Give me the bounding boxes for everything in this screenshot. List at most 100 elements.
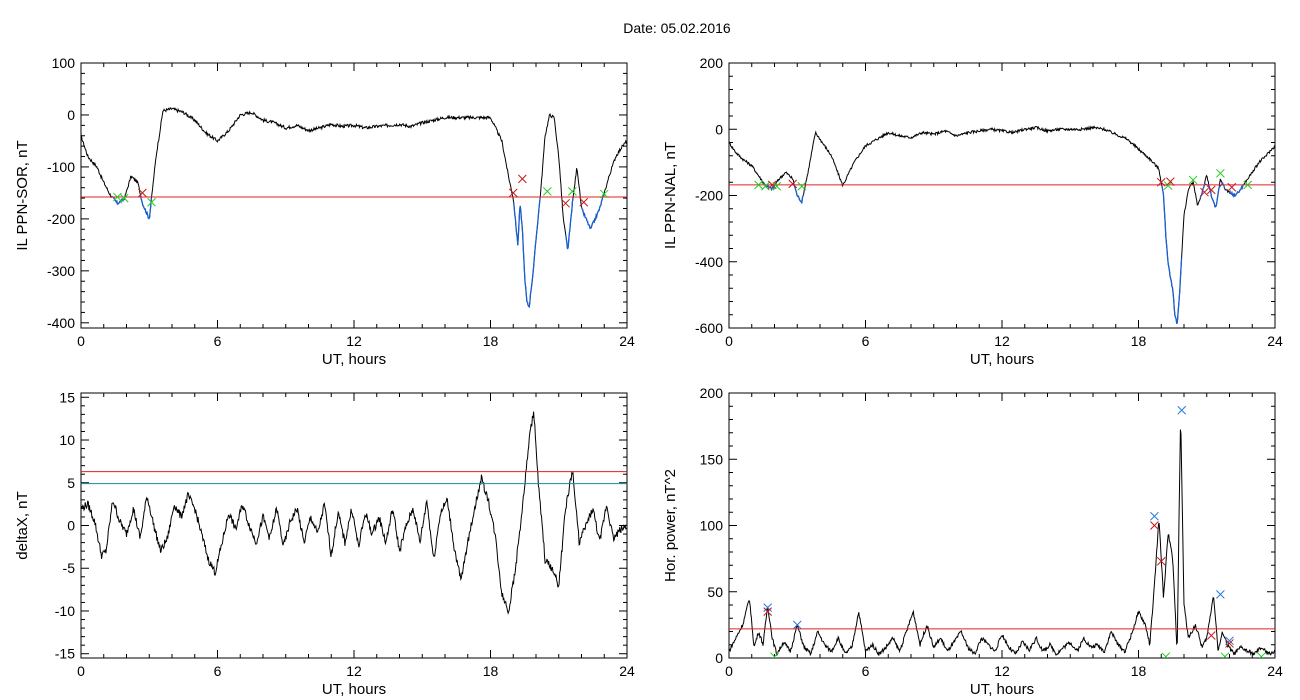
x-marker — [599, 189, 609, 199]
figure-title: Date: 05.02.2016 — [623, 20, 731, 36]
x-marker-stroke — [517, 174, 527, 184]
x-marker-stroke — [1216, 590, 1225, 599]
y-tick-label: -400 — [47, 315, 75, 331]
x-marker-stroke — [767, 180, 777, 190]
x-marker-stroke — [568, 186, 577, 196]
plot-frame — [80, 62, 628, 329]
x-tick-label: 12 — [346, 333, 362, 349]
y-tick-label: 10 — [59, 432, 75, 448]
y-axis-title: deltaX, nT — [14, 491, 31, 559]
y-tick-label: 0 — [715, 650, 723, 666]
x-tick-label: 0 — [725, 333, 733, 349]
y-tick-label: 0 — [67, 518, 75, 534]
y-tick-label: -600 — [695, 320, 723, 336]
y-tick-label: -10 — [55, 603, 75, 619]
highlight-segment — [1228, 183, 1245, 198]
x-marker — [1156, 177, 1166, 187]
x-marker-stroke — [1216, 168, 1225, 178]
x-marker — [1200, 187, 1209, 197]
x-marker — [517, 174, 527, 184]
x-marker — [138, 188, 147, 198]
x-tick-label: 6 — [862, 663, 870, 679]
plot-area — [729, 125, 1275, 325]
x-marker-stroke — [761, 181, 770, 191]
x-marker — [1163, 181, 1173, 190]
x-marker — [1206, 631, 1216, 640]
x-marker — [543, 186, 552, 196]
x-marker-stroke — [1200, 187, 1209, 197]
x-axis-title: UT, hours — [970, 681, 1034, 698]
y-tick-label: 150 — [700, 451, 724, 467]
x-marker-stroke — [772, 181, 782, 191]
x-tick-label: 12 — [994, 333, 1010, 349]
x-marker-stroke — [1227, 182, 1237, 192]
x-tick-label: 6 — [214, 333, 222, 349]
plot-frame — [728, 62, 1276, 329]
x-marker-stroke — [147, 197, 156, 207]
y-axis-title: IL PPN-SOR, nT — [14, 140, 31, 250]
y-tick-label: 15 — [59, 389, 75, 405]
y-tick-label: -300 — [47, 263, 75, 279]
y-tick-label: 0 — [715, 121, 723, 137]
x-axis-title: UT, hours — [322, 681, 386, 698]
x-marker — [788, 179, 798, 189]
y-tick-label: 100 — [52, 55, 76, 71]
x-marker — [770, 652, 779, 658]
x-marker — [1243, 180, 1253, 190]
x-marker — [1177, 405, 1187, 415]
x-marker — [1256, 652, 1266, 658]
highlight-segment — [1199, 182, 1226, 208]
plot-area — [81, 411, 627, 615]
y-tick-label: -200 — [47, 211, 75, 227]
y-axis-title: Hor. power, nT^2 — [662, 469, 679, 582]
x-axis-title: UT, hours — [970, 351, 1034, 368]
x-marker — [1225, 639, 1234, 648]
x-tick-label: 18 — [483, 663, 499, 679]
x-marker-stroke — [763, 603, 773, 613]
chart-p3: 0 6 12 18 24 15 10 5 0 -5 -10 -15 UT, hours deltaX, n… — [14, 389, 635, 698]
x-marker-stroke — [1188, 175, 1198, 185]
x-marker — [754, 180, 763, 190]
x-marker — [1165, 177, 1175, 186]
x-marker-stroke — [1163, 181, 1173, 190]
highlight-segment — [512, 197, 541, 309]
data-series-line — [81, 107, 627, 308]
x-marker — [1156, 556, 1166, 566]
x-tick-label: 18 — [483, 333, 499, 349]
x-marker-stroke — [1156, 177, 1166, 187]
x-marker — [561, 198, 570, 208]
x-tick-label: 24 — [1267, 333, 1283, 349]
x-marker-stroke — [792, 620, 802, 630]
x-marker — [579, 197, 589, 207]
x-marker-stroke — [754, 180, 763, 190]
x-marker-stroke — [1163, 652, 1171, 658]
x-marker-stroke — [599, 189, 609, 199]
x-marker-stroke — [1156, 556, 1166, 566]
data-series-line — [729, 429, 1275, 657]
x-marker — [1161, 652, 1171, 658]
x-marker — [772, 181, 782, 191]
x-marker — [1216, 590, 1225, 599]
y-tick-label: 200 — [700, 55, 724, 71]
x-marker-stroke — [119, 193, 129, 203]
plot-area — [81, 107, 627, 309]
x-tick-label: 6 — [214, 663, 222, 679]
x-marker-stroke — [543, 186, 552, 196]
x-tick-label: 24 — [619, 663, 635, 679]
x-marker-stroke — [138, 188, 147, 198]
x-marker-stroke — [1177, 405, 1187, 415]
x-marker-stroke — [1225, 639, 1234, 648]
chart-p4: 0 6 12 18 24 200 150 100 50 0 UT, hours Hor. power,… — [662, 385, 1283, 698]
highlight-segment — [139, 194, 153, 220]
x-marker-stroke — [1150, 521, 1159, 530]
highlight-segment — [1160, 184, 1183, 325]
x-tick-label: 6 — [862, 333, 870, 349]
y-axis-title: IL PPN-NAL, nT — [662, 142, 679, 249]
x-marker — [763, 603, 773, 613]
x-marker — [147, 197, 156, 207]
x-marker — [1150, 521, 1159, 530]
x-marker — [1225, 636, 1234, 646]
x-marker-stroke — [1259, 652, 1266, 658]
x-tick-label: 24 — [619, 333, 635, 349]
